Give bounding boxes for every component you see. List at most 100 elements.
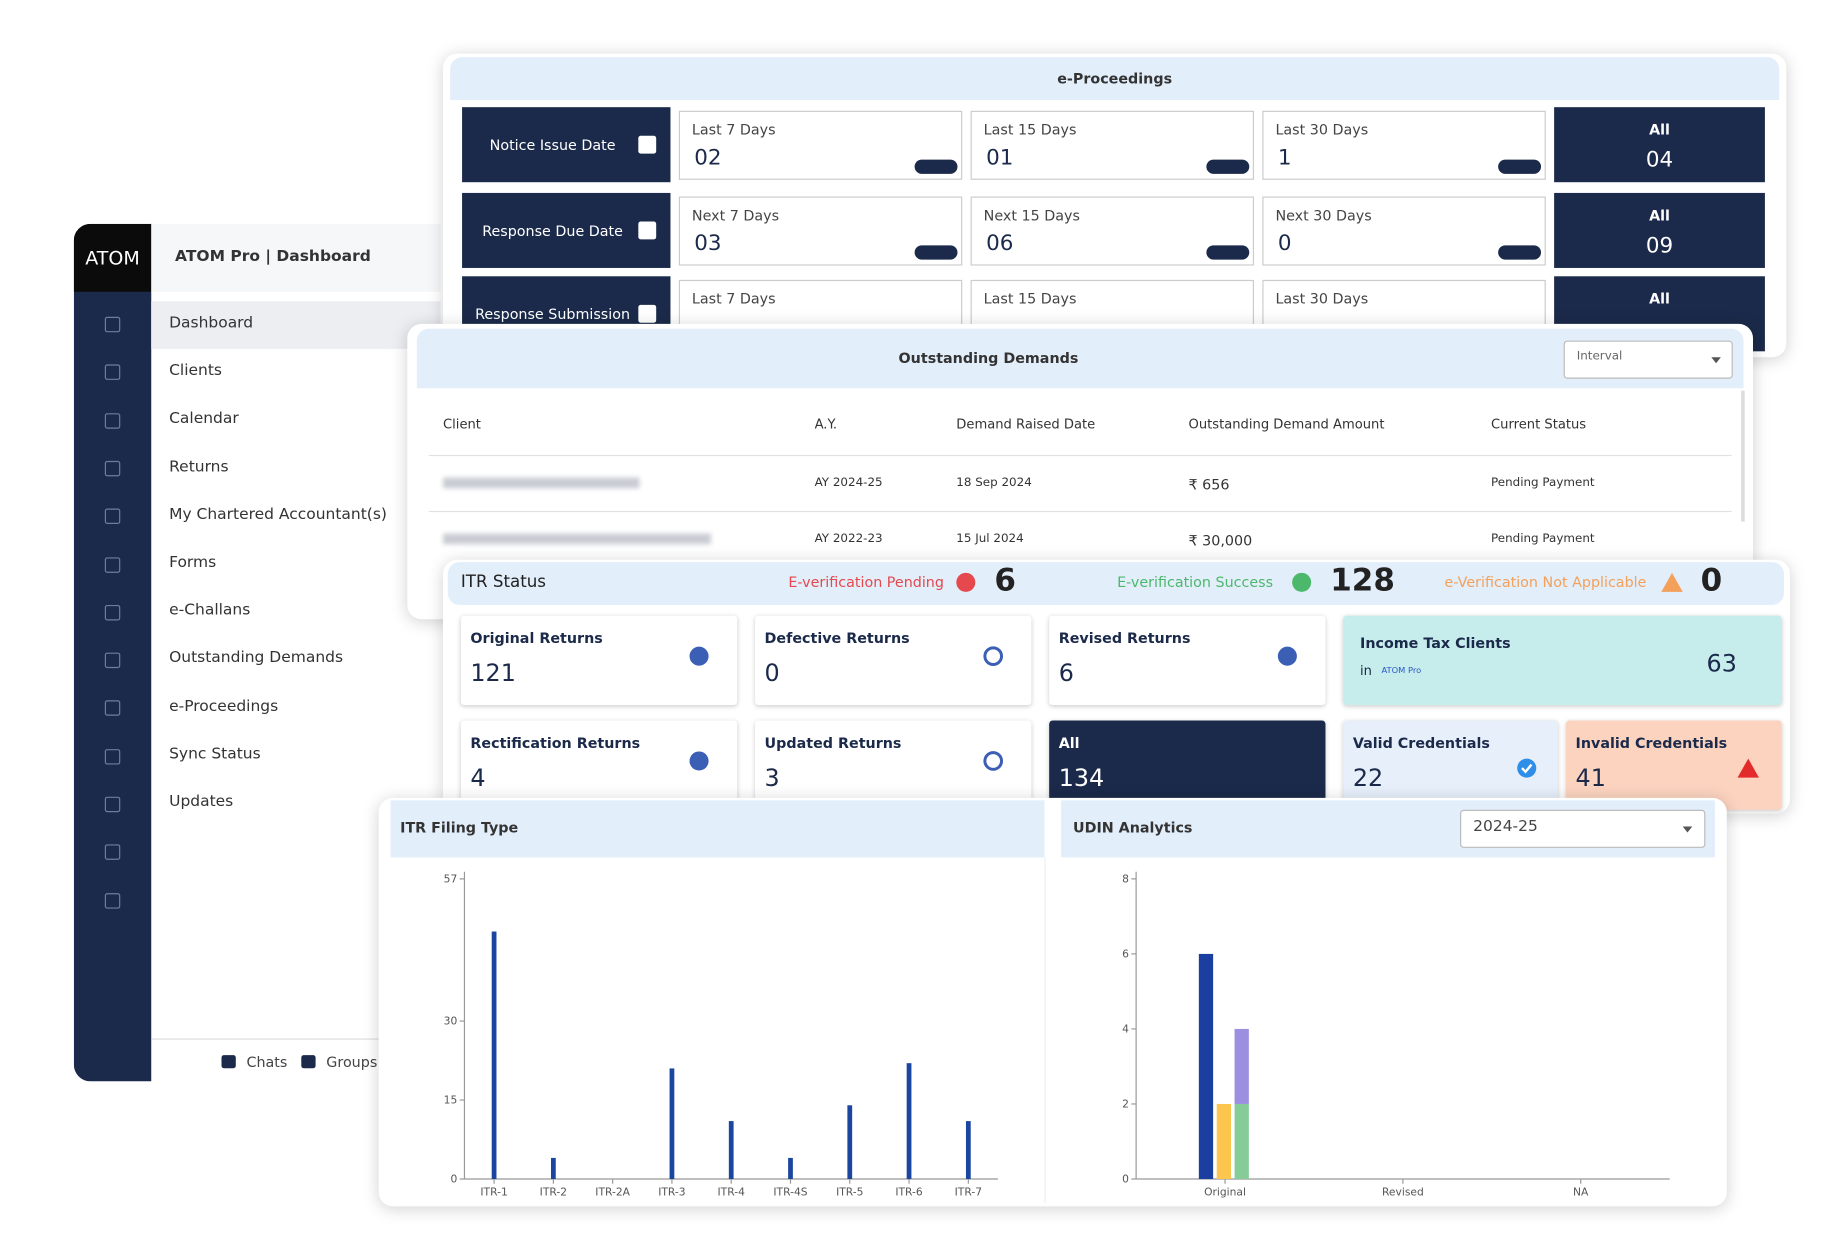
status-card: Revised Returns 6 [1049, 615, 1326, 706]
days-badge [1498, 245, 1542, 260]
y-tick-label: 0 [1122, 1173, 1129, 1186]
menu-item[interactable]: Returns [169, 458, 229, 476]
charts-panel: 2024-25 ITR Filing Type 0 15 30 57 ITR-1 ITR-2 I… [378, 797, 1727, 1207]
icon-shape [956, 572, 976, 592]
status-card: Defective Returns 0 [755, 615, 1032, 706]
e-proceedings: e-Proceedings Notice Issue Date Last 7 Day… [443, 53, 1787, 358]
x-tick-label: Original [1204, 1186, 1246, 1199]
card-label: Updated Returns [764, 734, 902, 752]
status-value: 0 [1700, 563, 1723, 600]
row-label: Response Due Date [482, 222, 623, 240]
y-tick-label: 2 [1122, 1098, 1129, 1111]
y-tick-label: 8 [1122, 872, 1129, 885]
cell-value: 03 [694, 231, 722, 257]
cell-label: Next 7 Days [691, 207, 780, 224]
days-badge [1498, 159, 1542, 174]
card-value: 4 [470, 763, 486, 792]
bar [491, 931, 497, 1179]
bar-segment [1198, 953, 1214, 1179]
cell-label: Last 7 Days [691, 121, 776, 139]
nav-icon [104, 604, 121, 621]
table-cell: 15 Jul 2024 [956, 532, 1024, 546]
menu-item[interactable]: Updates [169, 793, 234, 812]
icon-shape [983, 751, 1004, 771]
all-box: All 09 [1554, 192, 1765, 268]
menu-item[interactable]: Clients [169, 362, 223, 381]
y-tick-label: 6 [1122, 947, 1129, 960]
status-card: Rectification Returns 4 [460, 720, 738, 810]
nav-icon [104, 508, 121, 525]
card-value: 0 [764, 658, 780, 688]
year-dropdown[interactable]: 2024-25 [1460, 809, 1706, 848]
card-value: 41 [1575, 763, 1606, 792]
panel-header: e-Proceedings [450, 57, 1780, 101]
calendar-icon [638, 221, 657, 240]
chart-card-edge [1044, 857, 1046, 1203]
menu-item[interactable]: My Chartered Accountant(s) [169, 505, 387, 524]
icon-shape [1277, 646, 1297, 666]
card-label: Original Returns [470, 629, 603, 647]
card-value: 63 [1706, 649, 1737, 678]
interval-dropdown[interactable]: Interval [1563, 340, 1733, 379]
calendar-icon [638, 304, 657, 323]
all-label: All [1649, 290, 1670, 308]
menu-item[interactable]: Calendar [169, 410, 239, 428]
menu-item[interactable]: Outstanding Demands [169, 649, 344, 668]
cell-value: 06 [986, 231, 1014, 257]
bar-segment [1234, 1103, 1249, 1179]
menu-item[interactable]: e-Proceedings [169, 697, 279, 716]
y-tick-label: 4 [1122, 1023, 1129, 1036]
column-header: Client [443, 416, 481, 433]
menu-item[interactable]: Forms [169, 553, 217, 572]
row-divider [428, 454, 1732, 457]
nav-icon [104, 652, 121, 669]
status-card: Invalid Credentials 41 [1566, 720, 1782, 810]
x-tick-label: NA [1573, 1186, 1589, 1199]
table-cell: Pending Payment [1491, 532, 1595, 546]
dropdown-value: Interval [1576, 350, 1623, 364]
nav-icon [104, 364, 121, 381]
count-cell: Next 15 Days 06 [970, 196, 1255, 266]
client-name-blurred [443, 533, 711, 545]
nav-icon [104, 316, 121, 333]
x-tick-label: Revised [1382, 1186, 1424, 1199]
icon [689, 646, 709, 666]
row-label: Notice Issue Date [489, 136, 616, 154]
nav-icon [104, 796, 121, 813]
nav-icon [104, 460, 121, 477]
all-value: 09 [1645, 233, 1674, 259]
icon [983, 751, 1004, 771]
status-label: E-verification Pending [788, 574, 944, 591]
card-value: 3 [764, 763, 780, 792]
table-cell: ₹ 656 [1188, 476, 1230, 494]
y-tick-label: 15 [444, 1094, 458, 1107]
x-tick-label: ITR-5 [836, 1186, 863, 1199]
bar [906, 1063, 912, 1179]
menu-item[interactable]: Sync Status [169, 745, 261, 764]
footer-link[interactable]: Chats [246, 1053, 288, 1071]
card-label: Defective Returns [764, 629, 910, 647]
charts: ITR Filing Type 0 15 30 57 ITR-1 ITR-2 ITR-2A IT… [400, 820, 1670, 1199]
bar [965, 1121, 971, 1179]
footer-link[interactable]: Groups [326, 1053, 378, 1071]
cell-value: 01 [986, 145, 1014, 171]
cell-label: Last 30 Days [1275, 121, 1369, 139]
bar-segment [1234, 1028, 1249, 1104]
cell-label: Last 15 Days [983, 290, 1077, 308]
logo: ATOM [73, 223, 152, 292]
menu-item[interactable]: e-Challans [169, 601, 251, 620]
card-label: Income Tax Clients [1360, 634, 1511, 652]
card-value: 6 [1058, 658, 1074, 688]
column-header: Outstanding Demand Amount [1188, 416, 1385, 433]
x-tick-label: ITR-4S [773, 1186, 807, 1199]
table-cell: ₹ 30,000 [1188, 532, 1253, 550]
table-cell: AY 2024-25 [814, 476, 883, 490]
dropdown-value: 2024-25 [1473, 818, 1538, 837]
cell-label: Last 7 Days [691, 290, 776, 308]
menu-item[interactable]: Dashboard [169, 314, 254, 333]
row-label-box: Response Due Date [462, 192, 671, 268]
icon-shape [1517, 758, 1537, 778]
cell-value: 1 [1277, 145, 1292, 171]
panel-header: Outstanding Demands Interval [416, 328, 1744, 389]
active-bg [151, 301, 441, 349]
